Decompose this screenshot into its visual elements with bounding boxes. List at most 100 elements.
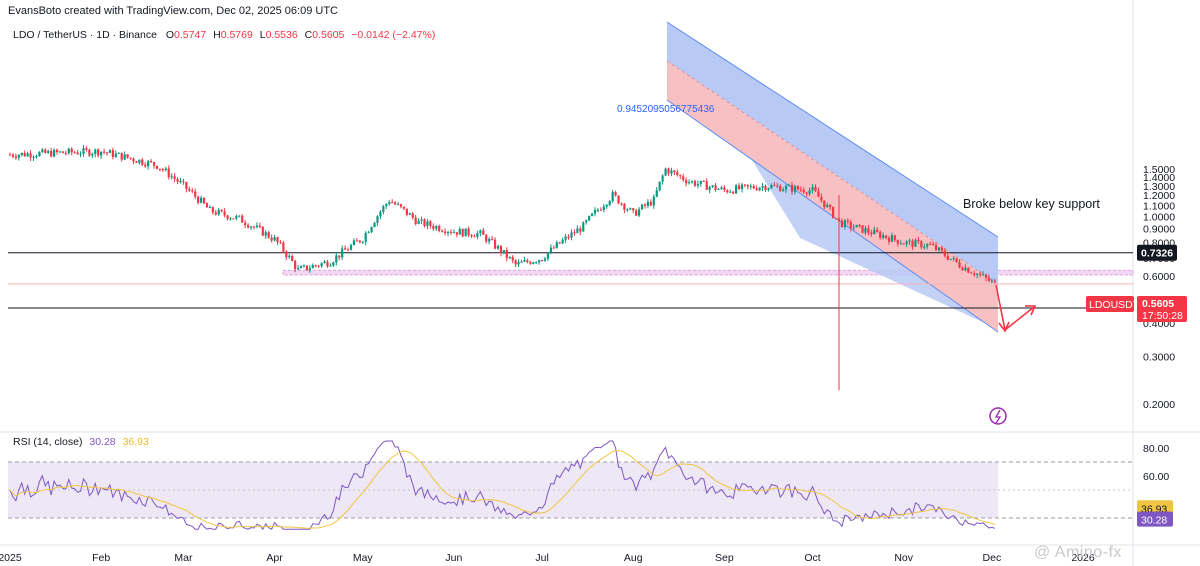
candle-body [182,181,185,183]
candle-body [376,216,379,223]
candle-body [299,266,303,269]
candle-body [723,187,726,191]
candle-body [291,255,294,261]
candle-body [176,178,179,182]
candle-body [805,192,808,194]
candle-body [258,225,261,227]
candle-body [323,261,326,264]
price-tick-label: 1.4000 [1143,172,1175,184]
candle-body [714,185,717,190]
candle-body [911,240,914,247]
candle-body [161,169,164,171]
candle-body [879,232,882,238]
candle-body [108,150,112,153]
arrow-head-up [1025,305,1037,316]
price-tick-label: 1.5000 [1143,164,1175,176]
support-break-annotation: Broke below key support [963,197,1100,211]
candle-body [285,251,288,258]
candle-body [732,191,735,194]
candle-body [199,197,203,203]
candle-body [617,195,620,204]
candle-body [858,224,861,226]
candle-body [555,242,558,248]
candle-body [282,242,285,252]
candle-body [223,211,226,216]
candle-body [482,230,485,235]
candle-body [943,250,946,256]
last-price-tag-bg [1137,296,1187,322]
rsi-tick-label: 60.00 [1143,471,1169,483]
candle-body [793,186,797,192]
candle-body [652,196,655,206]
candle-body [335,255,338,263]
candle-body [502,250,505,254]
candle-body [132,158,135,162]
candle-body [908,240,911,242]
upper-level-tag-bg [1137,244,1177,261]
candle-body [105,152,109,154]
low-value: 0.5536 [265,29,298,41]
candle-body [876,229,879,233]
candle-body [64,153,67,155]
time-tick-label: Nov [894,552,913,564]
candle-body [267,232,270,238]
candle-body [58,151,62,153]
candle-body [843,220,846,228]
rsi-ma-tag-bg [1137,500,1173,516]
candle-body [931,244,935,246]
candle-body [55,149,59,152]
candle-body [949,258,952,260]
candle-body [70,148,73,153]
candle-body [917,239,920,242]
rsi-legend: RSI (14, close) 30.28 36.93 [13,436,149,448]
candle-body [461,228,464,237]
candle-body [952,258,955,260]
candle-body [455,232,458,235]
candle-body [946,255,949,260]
candle-body [491,238,494,240]
candle-body [249,226,253,228]
candle-body [129,157,132,159]
symbol-ohlc-legend: LDO / TetherUS · 1D · Binance O0.5747 H0… [13,29,435,41]
rsi-tick-label: 80.00 [1143,443,1169,455]
candle-body [955,258,958,263]
candle-body [379,211,382,217]
candle-body [808,190,811,194]
candle-body [976,273,979,276]
candle-body [185,181,188,189]
candle-body [349,245,353,250]
candle-body [776,185,779,187]
candle-body [520,261,523,263]
candle-body [890,235,894,242]
candle-body [85,148,88,150]
candle-body [320,263,323,267]
candle-body [826,204,829,208]
candle-body [937,247,941,250]
candle-body [138,159,141,163]
candle-body [973,273,976,276]
time-tick-label: Mar [174,552,193,564]
candle-body [232,218,235,220]
change-value: −0.0142 (−2.47%) [351,29,436,41]
candle-body [679,175,682,177]
candle-body [8,154,12,156]
candle-body [226,215,229,219]
candle-body [67,148,70,154]
candle-body [411,213,414,218]
candle-body [179,181,182,183]
candle-body [638,209,641,216]
candle-body [38,152,41,157]
candle-body [150,161,153,163]
candle-body [852,227,855,229]
candle-body [990,280,993,282]
countdown-tag: 17:50:28 [1142,310,1183,322]
candle-body [217,209,220,215]
candle-body [696,183,699,186]
candle-body [117,152,120,154]
candle-body [147,161,150,167]
candle-body [761,186,764,188]
candle-body [861,225,864,233]
candle-body [235,216,238,219]
candle-body [579,228,582,232]
